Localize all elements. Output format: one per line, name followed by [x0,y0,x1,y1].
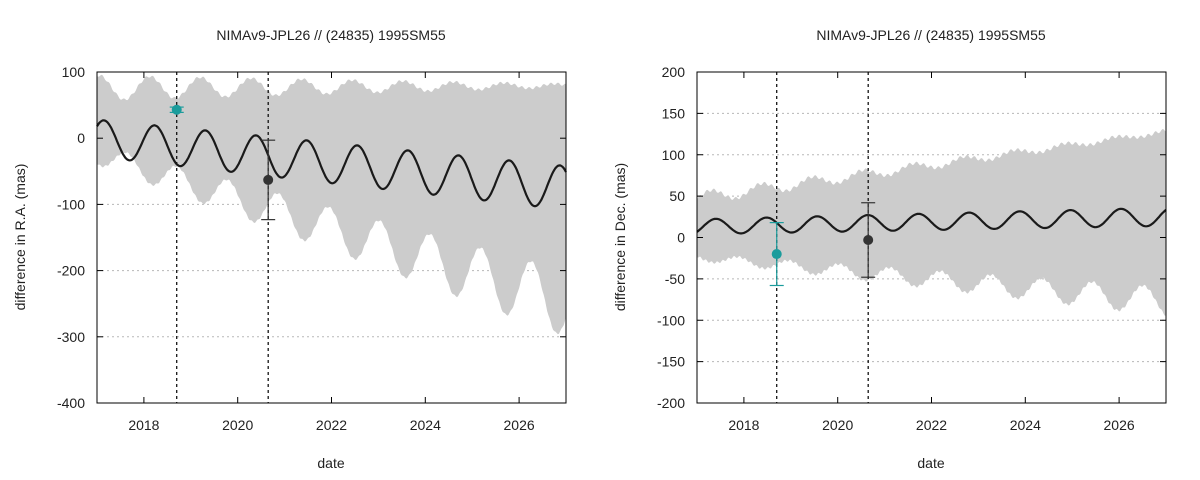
y-tick-label: -150 [657,354,685,370]
observations [769,202,876,287]
observation-point [169,104,184,115]
model-curve [96,119,567,208]
x-tick-label: 2026 [504,417,535,433]
x-tick-label: 2018 [128,417,159,433]
y-tick-label: -50 [665,271,685,287]
observation-point [261,139,276,221]
x-tick-label: 2018 [728,417,759,433]
y-tick-label: -100 [57,196,85,212]
model-curve-line [696,207,1167,235]
y-tick-label: -200 [57,263,85,279]
y-ticks: -200 -150 -100 -50 0 50 100 150 200 [657,64,1166,411]
y-tick-label: 100 [662,147,686,163]
chart-title: NIMAv9-JPL26 // (24835) 1995SM55 [216,27,446,43]
model-curve-line [96,119,567,208]
x-tick-label: 2022 [316,417,347,433]
observation-marker [171,104,182,115]
x-ticks: 2018 2020 2022 2024 2026 [728,72,1135,433]
y-tick-label: -300 [57,329,85,345]
x-tick-label: 2022 [916,417,947,433]
observation-marker [263,174,274,185]
observation-epoch-lines [176,72,269,403]
y-ticks: -400 -300 -200 -100 0 100 [57,64,566,411]
x-tick-label: 2020 [822,417,853,433]
y-tick-label: 50 [669,188,685,204]
y-axis-label: difference in R.A. (mas) [12,164,28,311]
y-tick-label: 150 [662,105,686,121]
observation-point [769,222,784,287]
y-tick-label: -200 [657,395,685,411]
observation-marker [863,234,874,245]
x-axis-label: date [317,455,344,471]
observation-marker [771,249,782,260]
chart-title: NIMAv9-JPL26 // (24835) 1995SM55 [816,27,1046,43]
dec-difference-chart: NIMAv9-JPL26 // (24835) 1995SM55 date di… [612,27,1167,471]
x-ticks: 2018 2020 2022 2024 2026 [128,72,535,433]
y-tick-label: -100 [657,312,685,328]
y-tick-label: 0 [77,130,85,146]
observations [169,104,276,221]
observation-epoch-lines [776,72,869,403]
y-tick-label: 100 [62,64,86,80]
y-tick-label: -400 [57,395,85,411]
y-axis-label: difference in Dec. (mas) [612,163,628,311]
observation-point [861,202,876,278]
x-tick-label: 2024 [410,417,441,433]
ra-difference-chart: NIMAv9-JPL26 // (24835) 1995SM55 date di… [12,27,567,471]
x-tick-label: 2026 [1104,417,1135,433]
model-curve [696,207,1167,235]
y-tick-label: 200 [662,64,686,80]
y-tick-label: 0 [677,230,685,246]
x-tick-label: 2020 [222,417,253,433]
x-tick-label: 2024 [1010,417,1041,433]
x-axis-label: date [917,455,944,471]
